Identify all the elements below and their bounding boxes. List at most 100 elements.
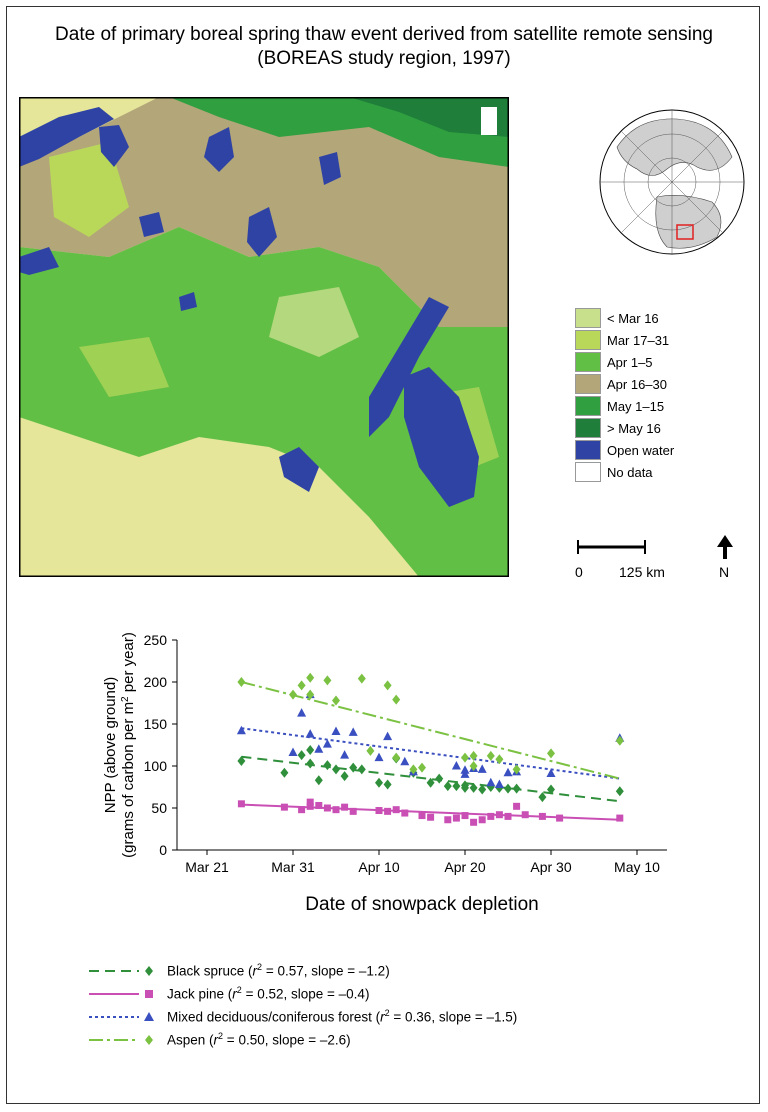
data-point-series-0	[323, 760, 332, 771]
map-water	[139, 212, 164, 237]
data-point-series-1	[280, 803, 288, 811]
series-name: Jack pine	[167, 986, 225, 1002]
data-point-series-0	[375, 777, 383, 788]
data-point-series-1	[521, 811, 529, 819]
data-point-series-3	[418, 762, 426, 773]
series-legend-item: Jack pine (r2 = 0.52, slope = –0.4)	[87, 982, 517, 1005]
data-point-series-0	[538, 792, 547, 803]
data-point-series-2	[322, 739, 332, 748]
map-legend-label: May 1–15	[607, 398, 665, 414]
scale-end-label: 125 km	[619, 564, 665, 580]
data-point-series-0	[306, 745, 315, 756]
data-point-series-0	[349, 762, 358, 773]
data-point-series-1	[349, 807, 357, 815]
data-point-series-0	[547, 784, 555, 795]
data-point-series-3	[323, 675, 332, 686]
map-water	[19, 107, 114, 167]
data-point-series-1	[452, 814, 460, 822]
data-point-series-2	[288, 747, 298, 757]
map-legend-swatch	[575, 440, 601, 460]
map-water	[99, 125, 129, 167]
y-axis-label-units: (grams of carbon per m2 per year)	[120, 632, 138, 858]
data-point-series-3	[357, 673, 366, 684]
series-slope: –0.4	[338, 986, 365, 1002]
npp-chart: 0 50 100 150 200 250 Mar 21 Mar 31 Apr 10 Apr 20 A…	[102, 632, 667, 915]
series-r2: 0.57	[277, 963, 304, 979]
map-region-apr1-5	[19, 227, 509, 577]
data-point-series-0	[435, 773, 444, 784]
map-legend-item: May 1–15	[575, 395, 674, 417]
data-point-series-1	[513, 802, 521, 810]
data-point-series-3	[461, 752, 469, 763]
map-legend-item: Open water	[575, 439, 674, 461]
series-legend: Black spruce (r2 = 0.57, slope = –1.2) Ja…	[87, 959, 517, 1051]
map-legend-label: Apr 1–5	[607, 354, 653, 370]
data-point-series-2	[451, 761, 461, 770]
data-point-series-0	[452, 781, 461, 792]
data-point-series-0	[478, 784, 487, 795]
series-legend-label: Mixed deciduous/coniferous forest (r2 = …	[167, 1008, 518, 1025]
data-point-series-2	[494, 779, 504, 788]
data-point-series-0	[297, 750, 306, 761]
map-legend-swatch	[575, 418, 601, 438]
map-legend-label: Open water	[607, 442, 675, 458]
data-point-series-0	[314, 775, 323, 786]
data-point-series-0	[332, 764, 340, 775]
map-water	[204, 127, 234, 172]
map-legend-label: > May 16	[607, 420, 661, 436]
series-legend-symbol	[89, 1034, 153, 1045]
data-point-series-0	[615, 786, 624, 797]
figure-frame: Date of primary boreal spring thaw event…	[6, 6, 760, 1104]
data-point-series-3	[392, 752, 401, 763]
map-water	[179, 292, 197, 311]
data-point-series-0	[306, 758, 315, 769]
data-point-series-1	[401, 809, 409, 817]
series-name: Aspen	[167, 1032, 206, 1048]
study-region-marker	[676, 224, 694, 240]
data-point-series-2	[546, 768, 556, 778]
data-point-series-1	[504, 812, 512, 820]
data-point-series-3	[392, 694, 401, 705]
locator-globe	[599, 109, 745, 255]
series-legend-symbol	[89, 989, 153, 998]
series-legend-symbol	[89, 965, 153, 976]
map-nodata	[481, 107, 497, 135]
map-legend-item: > May 16	[575, 417, 674, 439]
data-point-series-3	[306, 689, 315, 700]
data-point-series-1	[495, 811, 503, 819]
map-region-may16	[349, 97, 509, 137]
map-legend-label: < Mar 16	[607, 310, 659, 326]
x-axis-label: Date of snowpack depletion	[305, 894, 538, 915]
map-water	[369, 297, 449, 437]
data-point-series-0	[512, 783, 521, 794]
series-legend-marker	[145, 989, 153, 998]
data-point-series-3	[237, 677, 246, 687]
map-legend-swatch	[575, 308, 601, 328]
data-point-series-0	[426, 777, 435, 788]
trend-line-series-3	[241, 681, 621, 780]
data-point-series-1	[444, 816, 452, 824]
y-axis-label: NPP (above ground)	[102, 677, 119, 813]
trend-line-series-2	[241, 727, 620, 780]
data-point-series-1	[315, 801, 323, 809]
data-point-series-1	[306, 798, 314, 806]
data-point-series-3	[297, 680, 306, 691]
north-arrow-icon	[717, 535, 733, 559]
data-point-series-2	[486, 777, 496, 787]
map-legend-swatch	[575, 396, 601, 416]
map-legend-item: Apr 16–30	[575, 373, 674, 395]
data-point-series-1	[341, 803, 349, 811]
data-point-series-2	[331, 726, 341, 736]
data-point-series-1	[538, 812, 546, 820]
data-point-series-3	[512, 764, 521, 775]
map-legend-swatch	[575, 374, 601, 394]
data-point-series-1	[556, 814, 564, 822]
y-tick-label: 250	[144, 632, 168, 648]
data-point-series-3	[409, 764, 418, 775]
map-legend-swatch	[575, 330, 601, 350]
data-point-series-1	[418, 812, 426, 820]
map-legend-label: Apr 16–30	[607, 376, 667, 392]
series-legend-item: Mixed deciduous/coniferous forest (r2 = …	[87, 1005, 517, 1028]
data-point-series-1	[616, 814, 624, 822]
map-water	[19, 247, 59, 275]
